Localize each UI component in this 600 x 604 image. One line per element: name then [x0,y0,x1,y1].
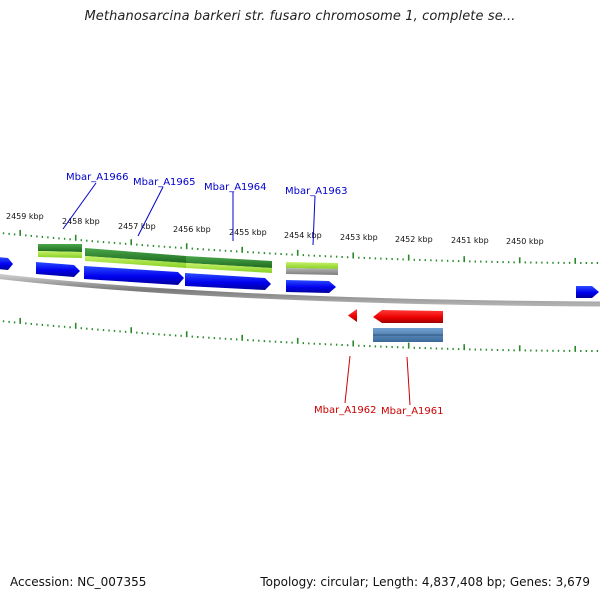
upper-ruler [2,229,599,264]
feature-block[interactable] [85,256,186,268]
feature-block[interactable] [85,248,186,263]
gene-arrow-mbar-a1963[interactable] [286,280,336,293]
lower-ruler [2,317,599,352]
feature-block[interactable] [38,251,82,258]
feature-block[interactable] [286,268,338,275]
feature-block[interactable] [286,262,338,269]
gene-label[interactable]: Mbar_A1963 [285,186,348,197]
ruler-label: 2453 kbp [340,233,378,242]
ruler-label: 2459 kbp [6,212,44,221]
gene-arrow-mbar-a1966[interactable] [36,262,80,277]
sequence-summary: Topology: circular; Length: 4,837,408 bp… [260,575,590,589]
sequence-title: Methanosarcina barkeri str. fusaro chrom… [84,9,516,24]
gene-label[interactable]: Mbar_A1961 [381,406,444,417]
feature-block[interactable] [38,244,82,252]
gene-arrow-mbar-a1962[interactable] [348,309,357,322]
gene-arrow-mbar-a1964[interactable] [185,273,271,290]
ruler-label: 2458 kbp [62,217,100,226]
gene-label[interactable]: Mbar_A1966 [66,172,129,183]
forward-gene-track [0,257,599,298]
gene-label-leaders [62,182,411,406]
gene-label[interactable]: Mbar_A1964 [204,182,267,193]
gene-label[interactable]: Mbar_A1962 [314,405,377,416]
gene-arrow-mbar-a1965[interactable] [84,266,184,285]
ruler-labels: 2459 kbp 2458 kbp 2457 kbp 2456 kbp 2455… [6,212,544,246]
gene-arrow-partial-right[interactable] [576,286,599,298]
ruler-label: 2457 kbp [118,222,156,231]
ruler-label: 2456 kbp [173,225,211,234]
gene-arrow-mbar-a1961[interactable] [373,310,443,323]
gene-arrow-partial-left[interactable] [0,257,13,270]
ruler-label: 2452 kbp [395,235,433,244]
chromosome-backbone [0,274,600,307]
reverse-gene-track [348,309,443,323]
accession-label: Accession: NC_007355 [10,575,147,589]
ruler-label: 2451 kbp [451,236,489,245]
feature-block[interactable] [186,256,272,268]
feature-track-forward [38,244,338,275]
feature-track-reverse [373,328,443,342]
ruler-label: 2454 kbp [284,231,322,240]
ruler-label: 2450 kbp [506,237,544,246]
ruler-label: 2455 kbp [229,228,267,237]
feature-block[interactable] [186,263,272,273]
gene-label[interactable]: Mbar_A1965 [133,177,196,188]
gene-labels: Mbar_A1966 Mbar_A1965 Mbar_A1964 Mbar_A1… [66,172,444,417]
